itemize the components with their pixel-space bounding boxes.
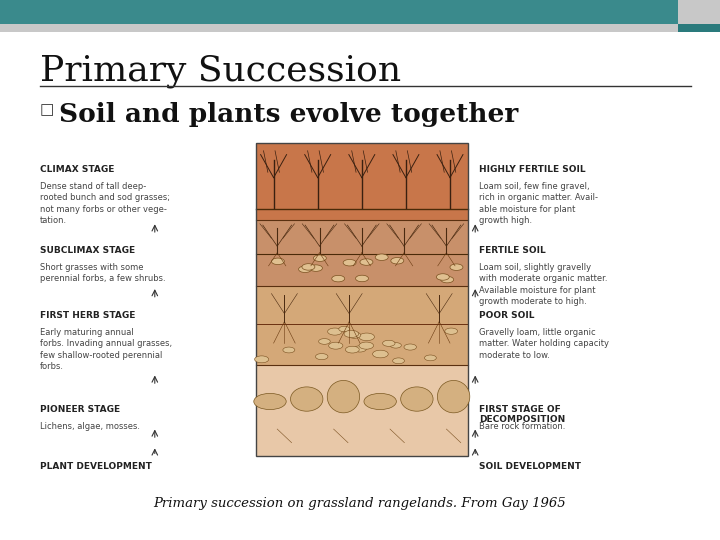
Ellipse shape [290,387,323,411]
Ellipse shape [445,328,458,334]
Ellipse shape [360,259,373,265]
Ellipse shape [343,259,356,266]
Ellipse shape [315,354,328,360]
Ellipse shape [254,393,287,409]
Ellipse shape [390,342,401,348]
Text: Primary succession on grassland rangelands. From Gay 1965: Primary succession on grassland rangelan… [153,497,567,510]
Ellipse shape [404,344,416,350]
Bar [678,24,720,32]
Text: Soil and plants evolve together: Soil and plants evolve together [59,102,518,126]
Text: Lichens, algae, mosses.: Lichens, algae, mosses. [40,422,140,431]
Text: PIONEER STAGE: PIONEER STAGE [40,405,120,414]
Ellipse shape [400,387,433,411]
Ellipse shape [392,358,405,363]
Ellipse shape [425,355,436,361]
Bar [256,143,468,456]
Bar [256,366,468,456]
Text: HIGHLY FERTILE SOIL: HIGHLY FERTILE SOIL [479,165,585,174]
Text: FIRST HERB STAGE: FIRST HERB STAGE [40,310,135,320]
Ellipse shape [450,264,463,271]
Ellipse shape [346,346,359,353]
Text: □: □ [40,103,54,118]
Text: PLANT DEVELOPMENT: PLANT DEVELOPMENT [40,462,151,471]
Ellipse shape [375,254,388,260]
Text: Loam soil, slightly gravelly
with moderate organic matter.
Available moisture fo: Loam soil, slightly gravelly with modera… [479,263,607,306]
Ellipse shape [255,356,269,363]
Ellipse shape [328,328,342,335]
Ellipse shape [359,342,374,349]
Text: Short grasses with some
perennial forbs, a few shrubs.: Short grasses with some perennial forbs,… [40,263,165,284]
Ellipse shape [271,258,284,265]
Ellipse shape [327,380,360,413]
Ellipse shape [332,275,345,282]
Ellipse shape [356,275,369,282]
Ellipse shape [354,346,366,352]
Ellipse shape [382,340,395,346]
Ellipse shape [348,332,361,338]
Bar [0,24,678,32]
Bar [256,143,468,220]
Text: Primary Succession: Primary Succession [40,54,401,88]
Text: Bare rock formation.: Bare rock formation. [479,422,565,431]
Text: POOR SOIL: POOR SOIL [479,310,534,320]
Text: Loam soil, few fine gravel,
rich in organic matter. Avail-
able moisture for pla: Loam soil, few fine gravel, rich in orga… [479,182,598,225]
Text: CLIMAX STAGE: CLIMAX STAGE [40,165,114,174]
Text: FERTILE SOIL: FERTILE SOIL [479,246,546,255]
Text: FIRST STAGE OF
DECOMPOSITION: FIRST STAGE OF DECOMPOSITION [479,405,565,424]
Ellipse shape [372,350,388,358]
Ellipse shape [313,255,326,261]
Ellipse shape [299,266,312,273]
Ellipse shape [364,393,396,409]
Bar [678,0,720,24]
Ellipse shape [437,380,469,413]
Text: Dense stand of tall deep-
rooted bunch and sod grasses;
not many forbs or other : Dense stand of tall deep- rooted bunch a… [40,182,170,225]
Ellipse shape [302,264,315,270]
Bar [0,0,678,24]
Bar [256,220,468,286]
Bar [256,286,468,366]
Ellipse shape [441,276,454,283]
Ellipse shape [310,265,323,272]
Ellipse shape [283,347,294,353]
Text: Early maturing annual
forbs. Invading annual grasses,
few shallow-rooted perenni: Early maturing annual forbs. Invading an… [40,328,172,371]
Ellipse shape [339,326,350,332]
Ellipse shape [436,274,449,280]
Ellipse shape [359,333,374,341]
Text: SOIL DEVELOPMENT: SOIL DEVELOPMENT [479,462,581,471]
Text: Gravelly loam, little organic
matter. Water holding capacity
moderate to low.: Gravelly loam, little organic matter. Wa… [479,328,609,360]
Ellipse shape [344,330,359,338]
Ellipse shape [391,258,404,264]
Ellipse shape [319,339,330,345]
Text: SUBCLIMAX STAGE: SUBCLIMAX STAGE [40,246,135,255]
Ellipse shape [328,342,343,349]
